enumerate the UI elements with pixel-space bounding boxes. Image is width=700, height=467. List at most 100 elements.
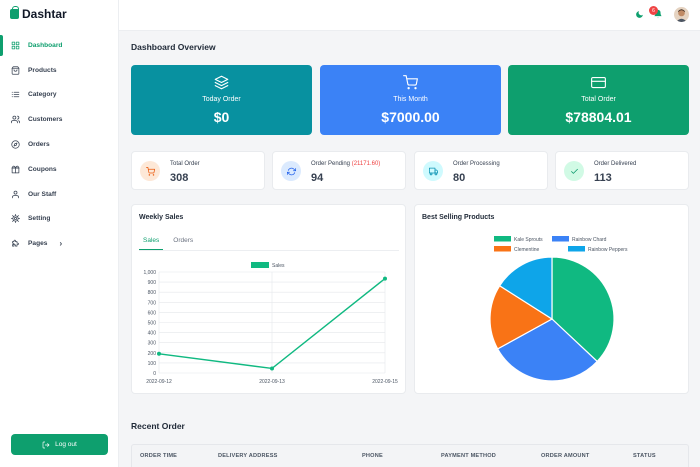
column-header-delivery-address[interactable]: DELIVERY ADDRESS [218, 453, 278, 459]
status-card-icon-wrap [423, 161, 443, 181]
sidebar-item-customers[interactable]: Customers [0, 107, 118, 132]
legend-swatch [494, 236, 511, 242]
column-header-status[interactable]: STATUS [633, 453, 656, 459]
sidebar-item-orders[interactable]: Orders [0, 132, 118, 157]
status-card-icon-wrap [564, 161, 584, 181]
pie-slice-rainbow-peppers[interactable] [498, 256, 553, 321]
sidebar-item-dashboard[interactable]: Dashboard [0, 33, 118, 58]
sales-data-point[interactable] [157, 351, 161, 356]
shopping-bag-icon [10, 6, 19, 19]
overview-card-total-order: Total Order $78804.01 [508, 65, 689, 135]
sidebar-item-pages[interactable]: Pages › [0, 231, 118, 256]
sidebar-nav: Dashboard Products Category Customers Orders… [0, 33, 118, 256]
y-tick-label: 800 [148, 290, 157, 296]
moon-icon[interactable] [635, 10, 644, 19]
column-header-order-amount[interactable]: ORDER AMOUNT [541, 453, 590, 459]
status-card-label: Order Delivered [594, 161, 636, 167]
legend-swatch [552, 236, 569, 242]
recent-order-table-header: ORDER TIME DELIVERY ADDRESS PHONE PAYMENT M… [131, 444, 689, 467]
x-tick-label: 2022-09-12 [146, 379, 172, 385]
sidebar: Dashtar Dashboard Products Category Custome… [0, 0, 119, 467]
status-card-label-text: Total Order [170, 161, 200, 167]
truck-icon [428, 167, 438, 175]
weekly-sales-title: Weekly Sales [139, 214, 184, 221]
compass-icon [11, 140, 20, 149]
best-selling-panel: Best Selling Products Kale Sprouts Rainbo… [414, 204, 689, 394]
logout-button[interactable]: Log out [11, 434, 108, 455]
sidebar-item-products[interactable]: Products [0, 58, 118, 83]
status-card-value: 94 [311, 172, 324, 184]
status-card-total-order: Total Order 308 [131, 151, 265, 190]
y-tick-label: 700 [148, 300, 157, 306]
puzzle-icon [12, 240, 19, 247]
brand-logo[interactable]: Dashtar [10, 6, 67, 22]
status-card-order-processing: Order Processing 80 [414, 151, 548, 190]
overview-card-this-month: This Month $7000.00 [320, 65, 501, 135]
pie-slice-clementine[interactable] [489, 284, 554, 350]
overview-card-value: $0 [213, 109, 230, 125]
user-icon [12, 190, 19, 198]
overview-card-label: Total Order [581, 96, 616, 103]
column-header-order-time[interactable]: ORDER TIME [140, 453, 178, 459]
status-card-icon-wrap [281, 161, 301, 181]
status-card-label: Order Processing [453, 161, 500, 167]
status-card-icon-wrap [140, 161, 160, 181]
status-card-label-text: Order Pending [311, 161, 352, 167]
avatar[interactable] [674, 7, 689, 22]
legend-swatch [251, 262, 269, 268]
column-header-payment-method[interactable]: PAYMENT METHOD [441, 453, 497, 459]
sidebar-item-label: Pages [28, 240, 48, 248]
y-tick-label: 400 [148, 331, 157, 337]
overview-card-label: Today Order [202, 96, 241, 103]
users-icon [11, 116, 20, 124]
legend-label: Kale Sprouts [514, 237, 543, 243]
overview-card-value: $7000.00 [381, 109, 440, 125]
status-card-value: 113 [594, 172, 612, 184]
sidebar-item-label: Our Staff [28, 190, 57, 198]
refresh-icon [286, 167, 296, 175]
status-card-order-delivered: Order Delivered 113 [555, 151, 689, 190]
sidebar-item-setting[interactable]: Setting [0, 207, 118, 232]
gift-icon [11, 165, 20, 174]
legend-swatch [568, 246, 585, 252]
column-header-phone[interactable]: PHONE [362, 453, 383, 459]
best-selling-title: Best Selling Products [422, 214, 495, 221]
overview-card-today-order: Today Order $0 [131, 65, 312, 135]
legend-label: Sales [272, 263, 285, 269]
sales-data-point[interactable] [383, 276, 387, 281]
legend-label: Clementine [514, 247, 540, 253]
legend-label: Rainbow Peppers [588, 247, 628, 253]
y-tick-label: 900 [148, 280, 157, 286]
page-title: Dashboard Overview [131, 42, 216, 52]
notification-badge: 6 [649, 6, 658, 15]
y-tick-label: 500 [148, 321, 157, 327]
sidebar-item-our-staff[interactable]: Our Staff [0, 182, 118, 207]
legend-label: Rainbow Chard [572, 237, 607, 243]
cart-icon [403, 75, 418, 90]
sidebar-item-label: Category [28, 91, 57, 99]
weekly-sales-tabs: Sales Orders [139, 235, 399, 251]
sidebar-item-label: Customers [28, 116, 63, 124]
best-selling-pie-chart: Kale Sprouts Rainbow Chard Clementine Rainb… [489, 236, 628, 382]
y-tick-label: 200 [148, 351, 157, 357]
bag-icon [11, 66, 20, 75]
pie-slice-kale-sprouts[interactable] [551, 256, 615, 363]
layers-icon [214, 75, 229, 90]
sidebar-item-coupons[interactable]: Coupons [0, 157, 118, 182]
sidebar-item-label: Dashboard [28, 41, 63, 49]
y-tick-label: 300 [148, 341, 157, 347]
list-icon [11, 92, 20, 98]
status-card-value: 308 [170, 172, 189, 184]
cart-icon [145, 166, 155, 176]
overview-card-value: $78804.01 [565, 109, 632, 125]
recent-order-title: Recent Order [131, 421, 185, 431]
status-card-extra: (21171.60) [351, 161, 381, 167]
tab-sales[interactable]: Sales [139, 235, 164, 250]
sales-data-point[interactable] [270, 366, 274, 371]
pie-slice-rainbow-chard[interactable] [496, 318, 599, 382]
sidebar-item-category[interactable]: Category [0, 83, 118, 108]
tab-orders[interactable]: Orders [173, 237, 194, 244]
check-icon [570, 168, 578, 174]
gear-icon [11, 214, 20, 224]
weekly-sales-line-chart: 0 100 200 300 400 500 600 700 800 900 1,000 2022-09… [143, 262, 398, 385]
